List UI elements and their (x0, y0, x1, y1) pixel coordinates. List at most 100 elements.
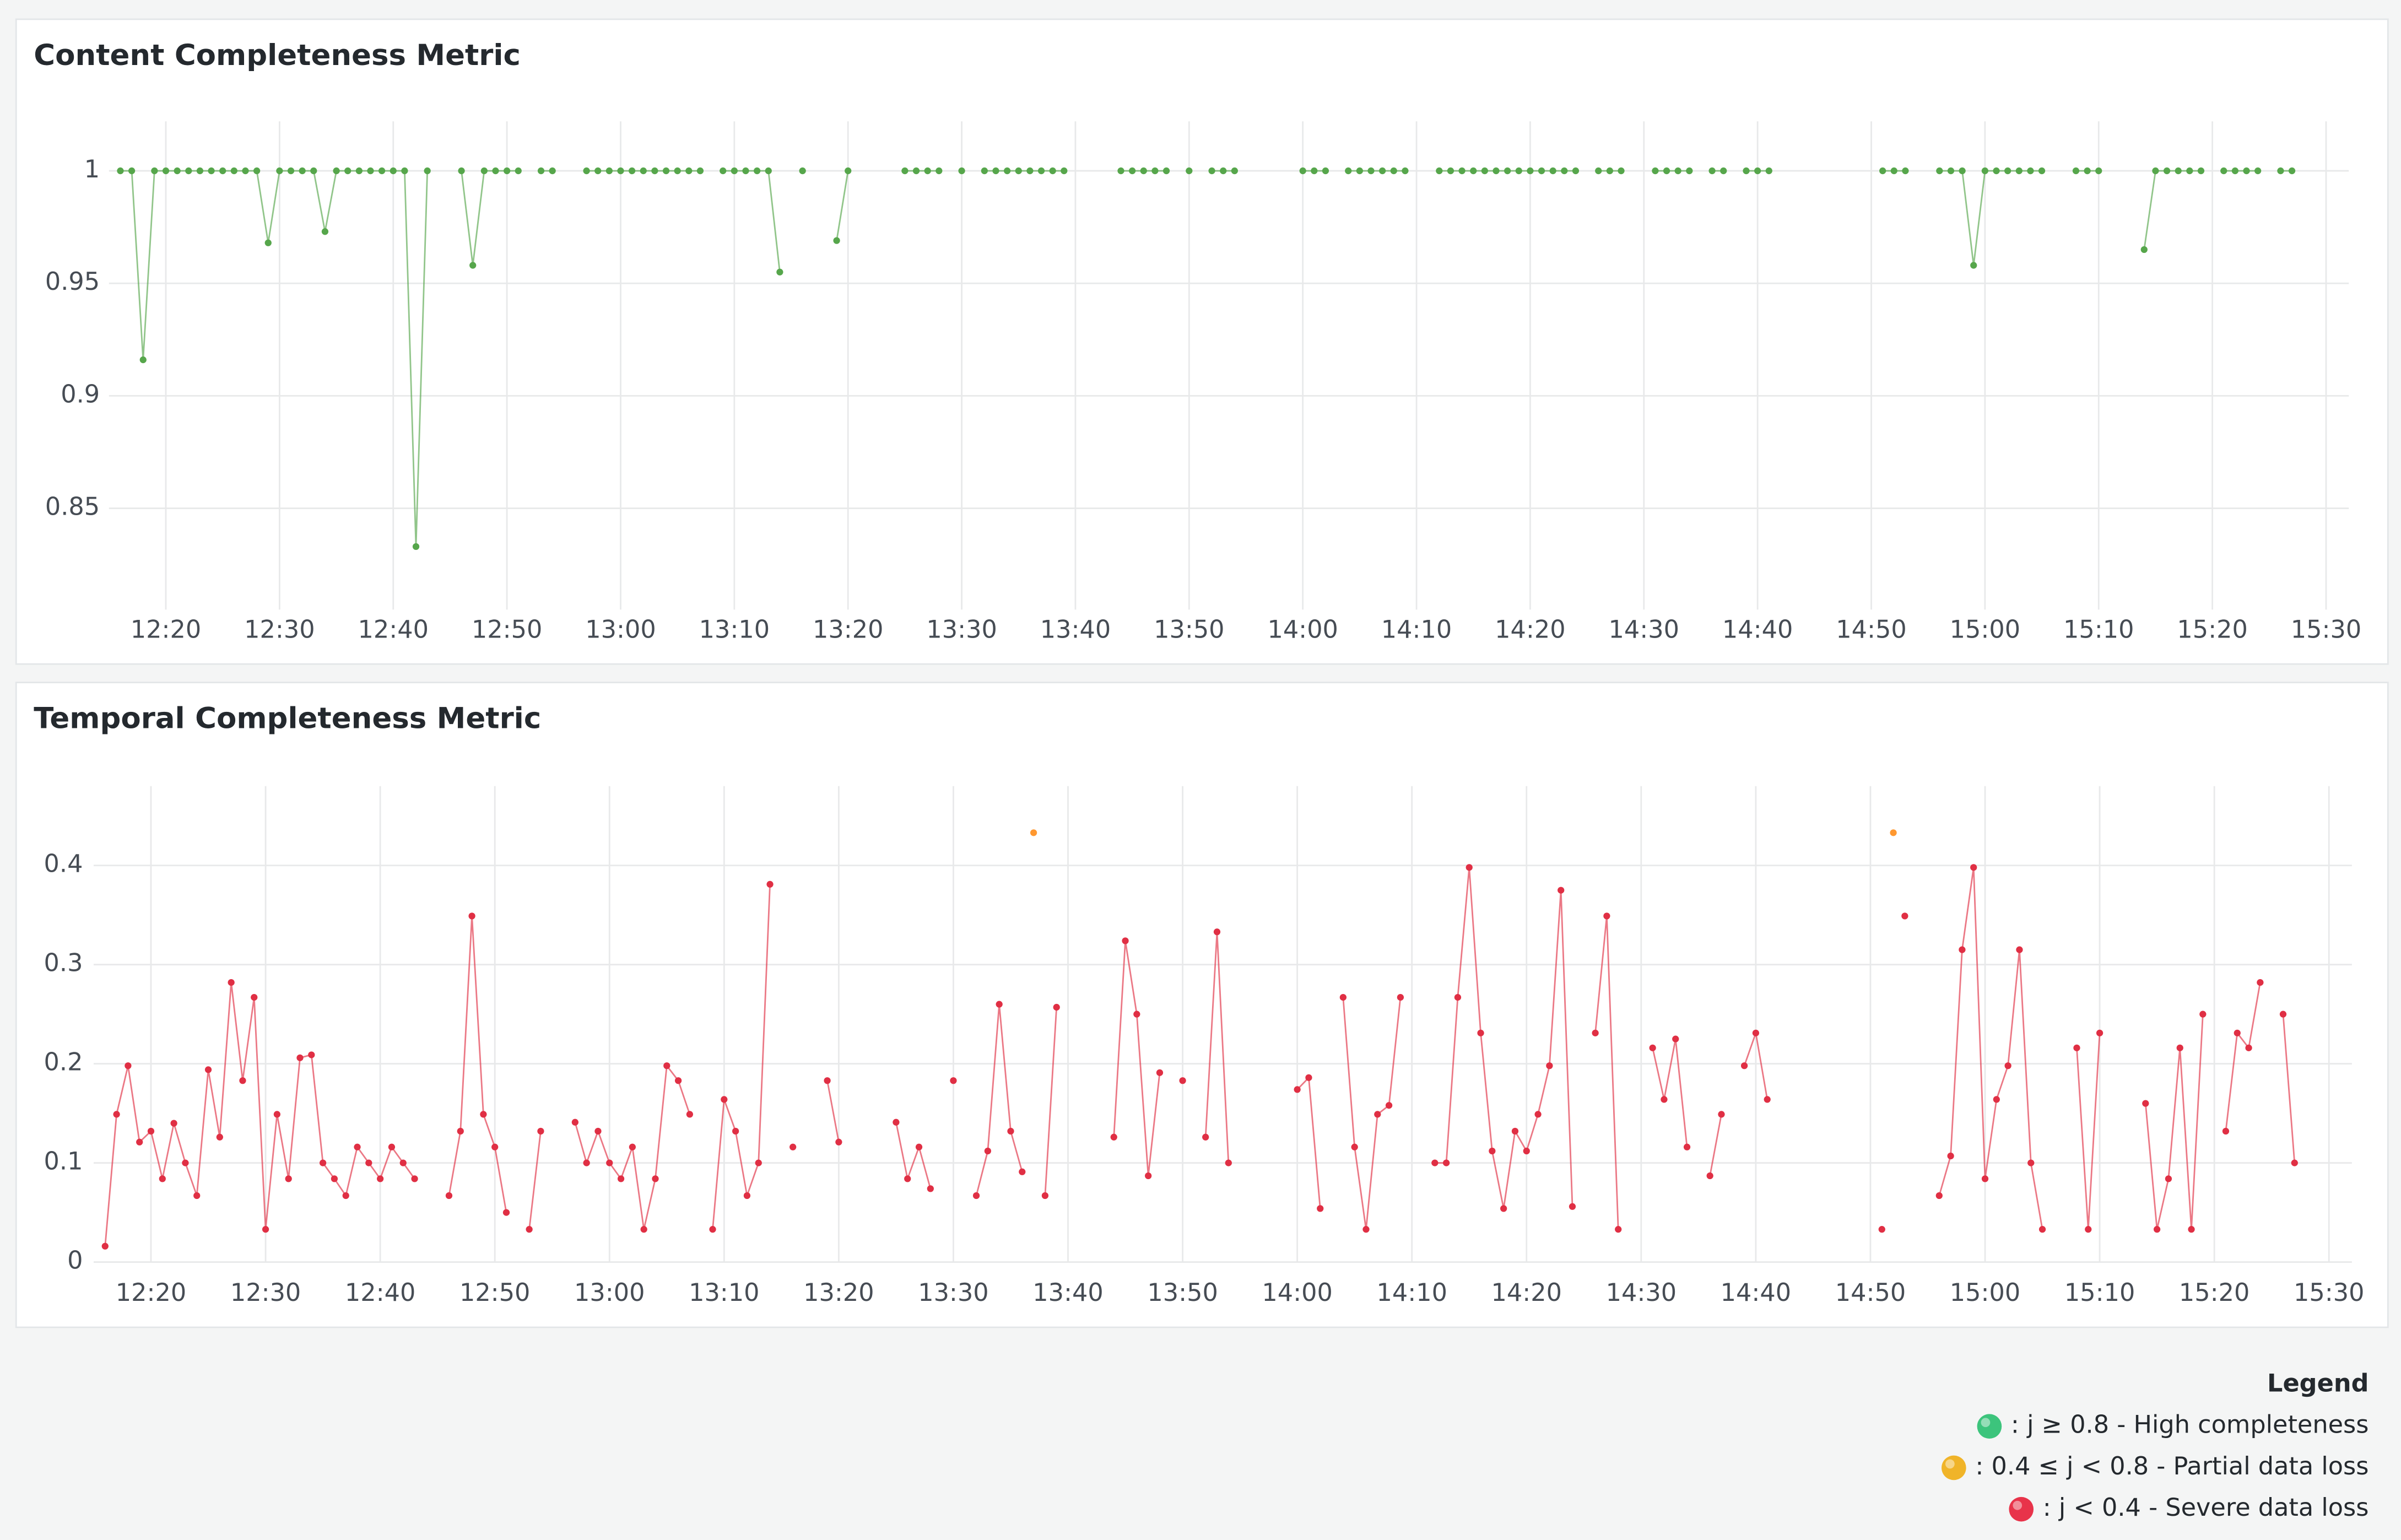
data-point (399, 1159, 407, 1166)
data-point (1231, 167, 1238, 175)
data-point (1615, 1226, 1622, 1233)
data-point (2188, 1226, 2195, 1233)
data-point (2096, 1029, 2103, 1036)
data-point (2234, 1029, 2241, 1036)
data-point (1122, 937, 1129, 944)
data-point (1019, 1168, 1026, 1175)
data-point (1993, 1096, 2000, 1103)
data-point (287, 167, 295, 175)
x-tick-label: 15:30 (2291, 615, 2361, 644)
data-point (1431, 1159, 1439, 1166)
data-point (835, 1138, 842, 1145)
data-point (2153, 1226, 2161, 1233)
data-point (789, 1143, 797, 1150)
data-point (296, 1054, 304, 1061)
panel-title: Temporal Completeness Metric (34, 702, 541, 736)
data-point (992, 167, 999, 175)
data-point (1305, 1074, 1312, 1081)
legend-marker (2009, 1496, 2034, 1522)
data-point (458, 167, 465, 175)
data-point (424, 167, 431, 175)
data-point (469, 262, 477, 269)
data-point (1706, 1172, 1713, 1180)
data-point (273, 1111, 281, 1118)
data-point (1959, 167, 1966, 175)
series-line (895, 1122, 932, 1189)
data-point (1549, 167, 1556, 175)
data-point (2277, 167, 2284, 175)
data-point (196, 167, 204, 175)
data-point (2222, 1127, 2230, 1135)
data-point (1603, 912, 1610, 920)
data-point (605, 167, 613, 175)
data-point (1202, 1133, 1209, 1141)
data-point (1442, 1159, 1450, 1166)
x-tick-label: 12:40 (358, 615, 429, 644)
data-point (2004, 1062, 2011, 1069)
data-point (2073, 1044, 2080, 1051)
x-tick-label: 14:40 (1721, 1278, 1791, 1307)
data-point (1523, 1147, 1530, 1155)
data-point (1686, 167, 1693, 175)
legend-label: : 0.4 ≤ j < 0.8 - Partial data loss (1975, 1452, 2368, 1480)
data-point (299, 167, 306, 175)
data-point (185, 167, 192, 175)
data-point (1208, 167, 1215, 175)
x-tick-label: 15:10 (2063, 615, 2134, 644)
data-point (147, 1127, 155, 1135)
data-point (731, 167, 738, 175)
data-point (1981, 1175, 1989, 1182)
data-point (1311, 167, 1318, 175)
data-point (1151, 167, 1159, 175)
data-point (1220, 167, 1227, 175)
data-point (310, 167, 317, 175)
data-point (1606, 167, 1614, 175)
data-point (125, 1062, 132, 1069)
data-point (228, 979, 235, 986)
data-point (354, 1143, 361, 1150)
data-point (2015, 167, 2023, 175)
data-point (935, 167, 943, 175)
data-point (1379, 167, 1386, 175)
data-point (1538, 167, 1545, 175)
data-point (1492, 167, 1500, 175)
data-point (2175, 167, 2182, 175)
data-point (1351, 1143, 1358, 1150)
data-point (1663, 167, 1670, 175)
series-line (104, 982, 415, 1246)
data-point (721, 1096, 728, 1103)
data-point (170, 1120, 177, 1127)
x-tick-label: 14:00 (1267, 615, 1338, 644)
x-tick-label: 14:50 (1835, 1278, 1906, 1307)
data-point (1708, 167, 1716, 175)
x-tick-label: 13:40 (1040, 615, 1111, 644)
data-point (1674, 167, 1681, 175)
data-point (617, 167, 624, 175)
data-point (457, 1127, 464, 1135)
data-point (1661, 1096, 1668, 1103)
data-point (996, 1001, 1003, 1008)
data-point (1294, 1086, 1301, 1093)
data-point (1345, 167, 1352, 175)
data-point (1447, 167, 1454, 175)
data-point (833, 237, 840, 244)
y-tick-label: 1 (84, 155, 100, 183)
data-point (1436, 167, 1443, 175)
data-point (2085, 1226, 2092, 1233)
x-tick-label: 12:50 (459, 1278, 530, 1307)
data-point (1390, 167, 1397, 175)
legend-marker-highlight (1945, 1459, 1955, 1469)
data-point (1402, 167, 1409, 175)
data-point (401, 167, 408, 175)
series-line (2282, 1014, 2296, 1163)
data-point (1959, 946, 1966, 953)
data-point (1947, 1152, 1954, 1160)
data-point (333, 167, 340, 175)
data-point (1993, 167, 2000, 175)
data-point (571, 1118, 578, 1126)
data-point (709, 1226, 716, 1233)
data-point (984, 1147, 992, 1155)
data-point (2140, 246, 2148, 253)
data-point (2027, 1159, 2035, 1166)
